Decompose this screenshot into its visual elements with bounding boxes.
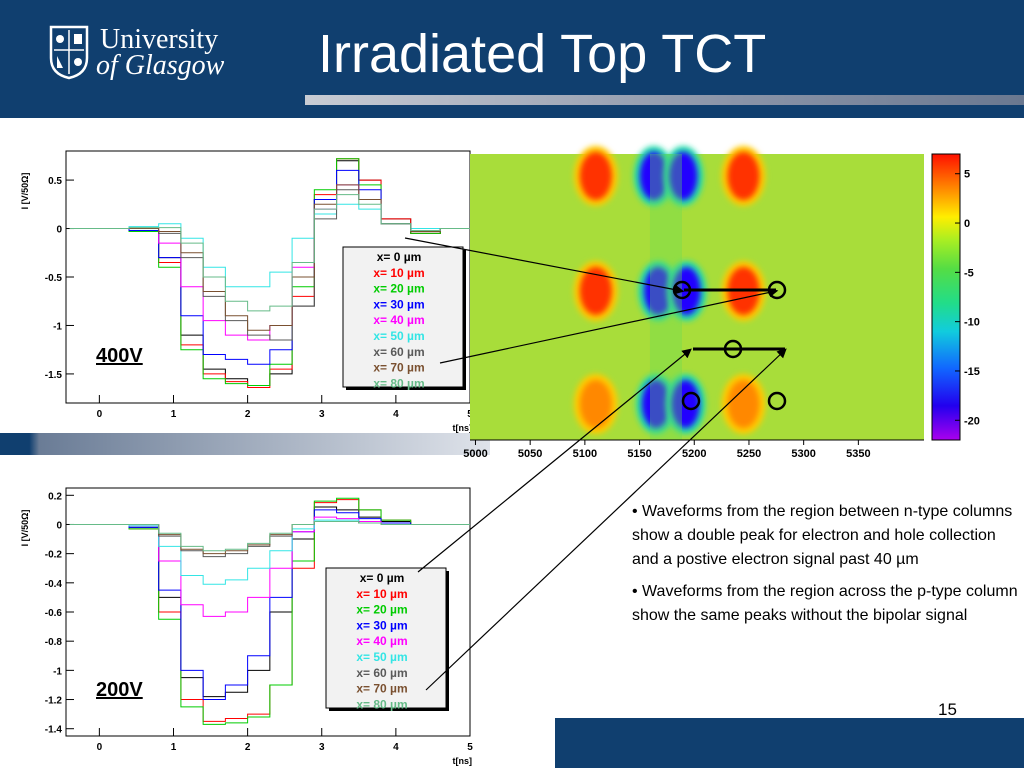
legend-entry: x= 0 µm xyxy=(377,250,422,264)
y-tick-label: 0.5 xyxy=(48,176,62,187)
colorbar-tick-label: -20 xyxy=(964,415,980,427)
waveform-series-line xyxy=(69,521,470,552)
colorbar-tick-label: -10 xyxy=(964,317,980,329)
heatmap-blob xyxy=(669,152,698,200)
waveform-chart-400v: 0.50-0.5-1-1.5012345t[ns]I [V/50Ω]x= 0 µ… xyxy=(20,150,473,433)
page-number: 15 xyxy=(938,700,957,719)
x-tick-label: 1 xyxy=(171,742,177,753)
logo-text-of-glasgow: of Glasgow xyxy=(96,50,225,81)
colorbar-tick-label: 0 xyxy=(964,218,970,230)
legend-entry: x= 70 µm xyxy=(373,361,424,375)
legend-entry: x= 80 µm xyxy=(356,697,407,711)
waveform-series-line xyxy=(69,497,470,725)
y-tick-label: -0.8 xyxy=(45,637,63,648)
legend-entry: x= 60 µm xyxy=(373,345,424,359)
title-accent-bar xyxy=(305,95,1024,105)
slide-title: Irradiated Top TCT xyxy=(318,24,767,84)
heatmap-blob xyxy=(727,152,760,200)
heatmap-x-tick-label: 5300 xyxy=(791,448,815,460)
voltage-label: 400V xyxy=(96,345,143,367)
y-tick-label: -0.2 xyxy=(45,550,63,561)
heatmap-column-band xyxy=(649,154,682,440)
decorative-stripe xyxy=(0,433,490,455)
voltage-label: 200V xyxy=(96,679,143,701)
colorbar-tick-label: -5 xyxy=(964,267,974,279)
x-tick-label: 4 xyxy=(393,409,399,420)
legend-entry: x= 50 µm xyxy=(356,650,407,664)
y-tick-label: -0.5 xyxy=(45,273,63,284)
x-tick-label: 1 xyxy=(171,409,177,420)
university-logo: University of Glasgow xyxy=(48,24,248,84)
legend-entry: x= 40 µm xyxy=(356,634,407,648)
legend-entry: x= 20 µm xyxy=(373,282,424,296)
heatmap-blob xyxy=(579,380,612,428)
bullet-item: • Waveforms from the region across the p… xyxy=(632,583,1018,624)
y-tick-label: -1.4 xyxy=(45,725,63,736)
y-axis-label: I [V/50Ω] xyxy=(20,510,30,547)
x-tick-label: 4 xyxy=(393,742,399,753)
x-tick-label: 3 xyxy=(319,409,325,420)
y-tick-label: 0 xyxy=(56,225,62,236)
logo-text-university: University xyxy=(100,24,219,55)
legend-entry: x= 0 µm xyxy=(360,571,405,585)
y-tick-label: 0 xyxy=(56,520,62,531)
colorbar xyxy=(931,153,961,441)
heatmap-blob xyxy=(727,380,760,428)
heatmap-x-tick-label: 5350 xyxy=(846,448,870,460)
y-axis-label: I [V/50Ω] xyxy=(20,173,30,210)
footer-band xyxy=(555,718,1024,768)
legend-entry: x= 70 µm xyxy=(356,682,407,696)
waveform-series-line xyxy=(69,194,470,312)
waveform-series-line xyxy=(69,516,470,617)
legend-entry: x= 20 µm xyxy=(356,603,407,617)
legend-entry: x= 60 µm xyxy=(356,666,407,680)
x-tick-label: 0 xyxy=(97,742,103,753)
crest-icon xyxy=(49,25,89,80)
legend-entry: x= 50 µm xyxy=(373,329,424,343)
heatmap-x-tick-label: 5250 xyxy=(737,448,761,460)
x-axis-label: t[ns] xyxy=(453,756,473,766)
bullet-list: • Waveforms from the region between n-ty… xyxy=(632,500,1018,636)
slide-header: University of Glasgow Irradiated Top TCT xyxy=(0,0,1024,118)
waveform-chart-200v: 0.2 0 -0.2 -0.4 -0.6 -0.8 -1 -1.2 -1.4 0 1 2 3 4 5 t[ns… xyxy=(20,487,473,766)
bullet-item: • Waveforms from the region between n-ty… xyxy=(632,503,1013,568)
heatmap-x-tick-label: 5200 xyxy=(682,448,706,460)
heatmap-x-tick-label: 5100 xyxy=(573,448,597,460)
legend-entry: x= 80 µm xyxy=(373,376,424,390)
tct-heatmap: 5000 5050 5100 5150 5200 5250 5300 5350 5 0 -5 -10 -… xyxy=(463,146,980,460)
legend-entry: x= 10 µm xyxy=(373,266,424,280)
heatmap-blob xyxy=(727,267,760,315)
legend-entry: x= 40 µm xyxy=(373,313,424,327)
legend-entry: x= 30 µm xyxy=(356,618,407,632)
heatmap-x-tick-label: 5050 xyxy=(518,448,542,460)
y-tick-label: -1 xyxy=(53,321,62,332)
y-tick-label: -1.5 xyxy=(45,370,63,381)
y-tick-label: -1 xyxy=(53,666,62,677)
heatmap-blob xyxy=(579,152,612,200)
legend-entry: x= 30 µm xyxy=(373,297,424,311)
x-tick-label: 2 xyxy=(245,742,251,753)
colorbar-tick-label: 5 xyxy=(964,169,970,181)
heatmap-blob xyxy=(639,152,668,200)
heatmap-x-tick-label: 5150 xyxy=(627,448,651,460)
x-tick-label: 0 xyxy=(97,409,103,420)
y-tick-label: -1.2 xyxy=(45,696,63,707)
x-tick-label: 2 xyxy=(245,409,251,420)
heatmap-x-tick-label: 5000 xyxy=(463,448,487,460)
y-tick-label: -0.6 xyxy=(45,608,63,619)
waveform-series-line xyxy=(69,509,470,701)
x-tick-label: 3 xyxy=(319,742,325,753)
y-tick-label: -0.4 xyxy=(45,579,63,590)
x-tick-label: 5 xyxy=(467,742,473,753)
y-tick-label: 0.2 xyxy=(48,491,62,502)
legend-entry: x= 10 µm xyxy=(356,587,407,601)
heatmap-blob xyxy=(579,267,612,315)
colorbar-tick-label: -15 xyxy=(964,366,980,378)
